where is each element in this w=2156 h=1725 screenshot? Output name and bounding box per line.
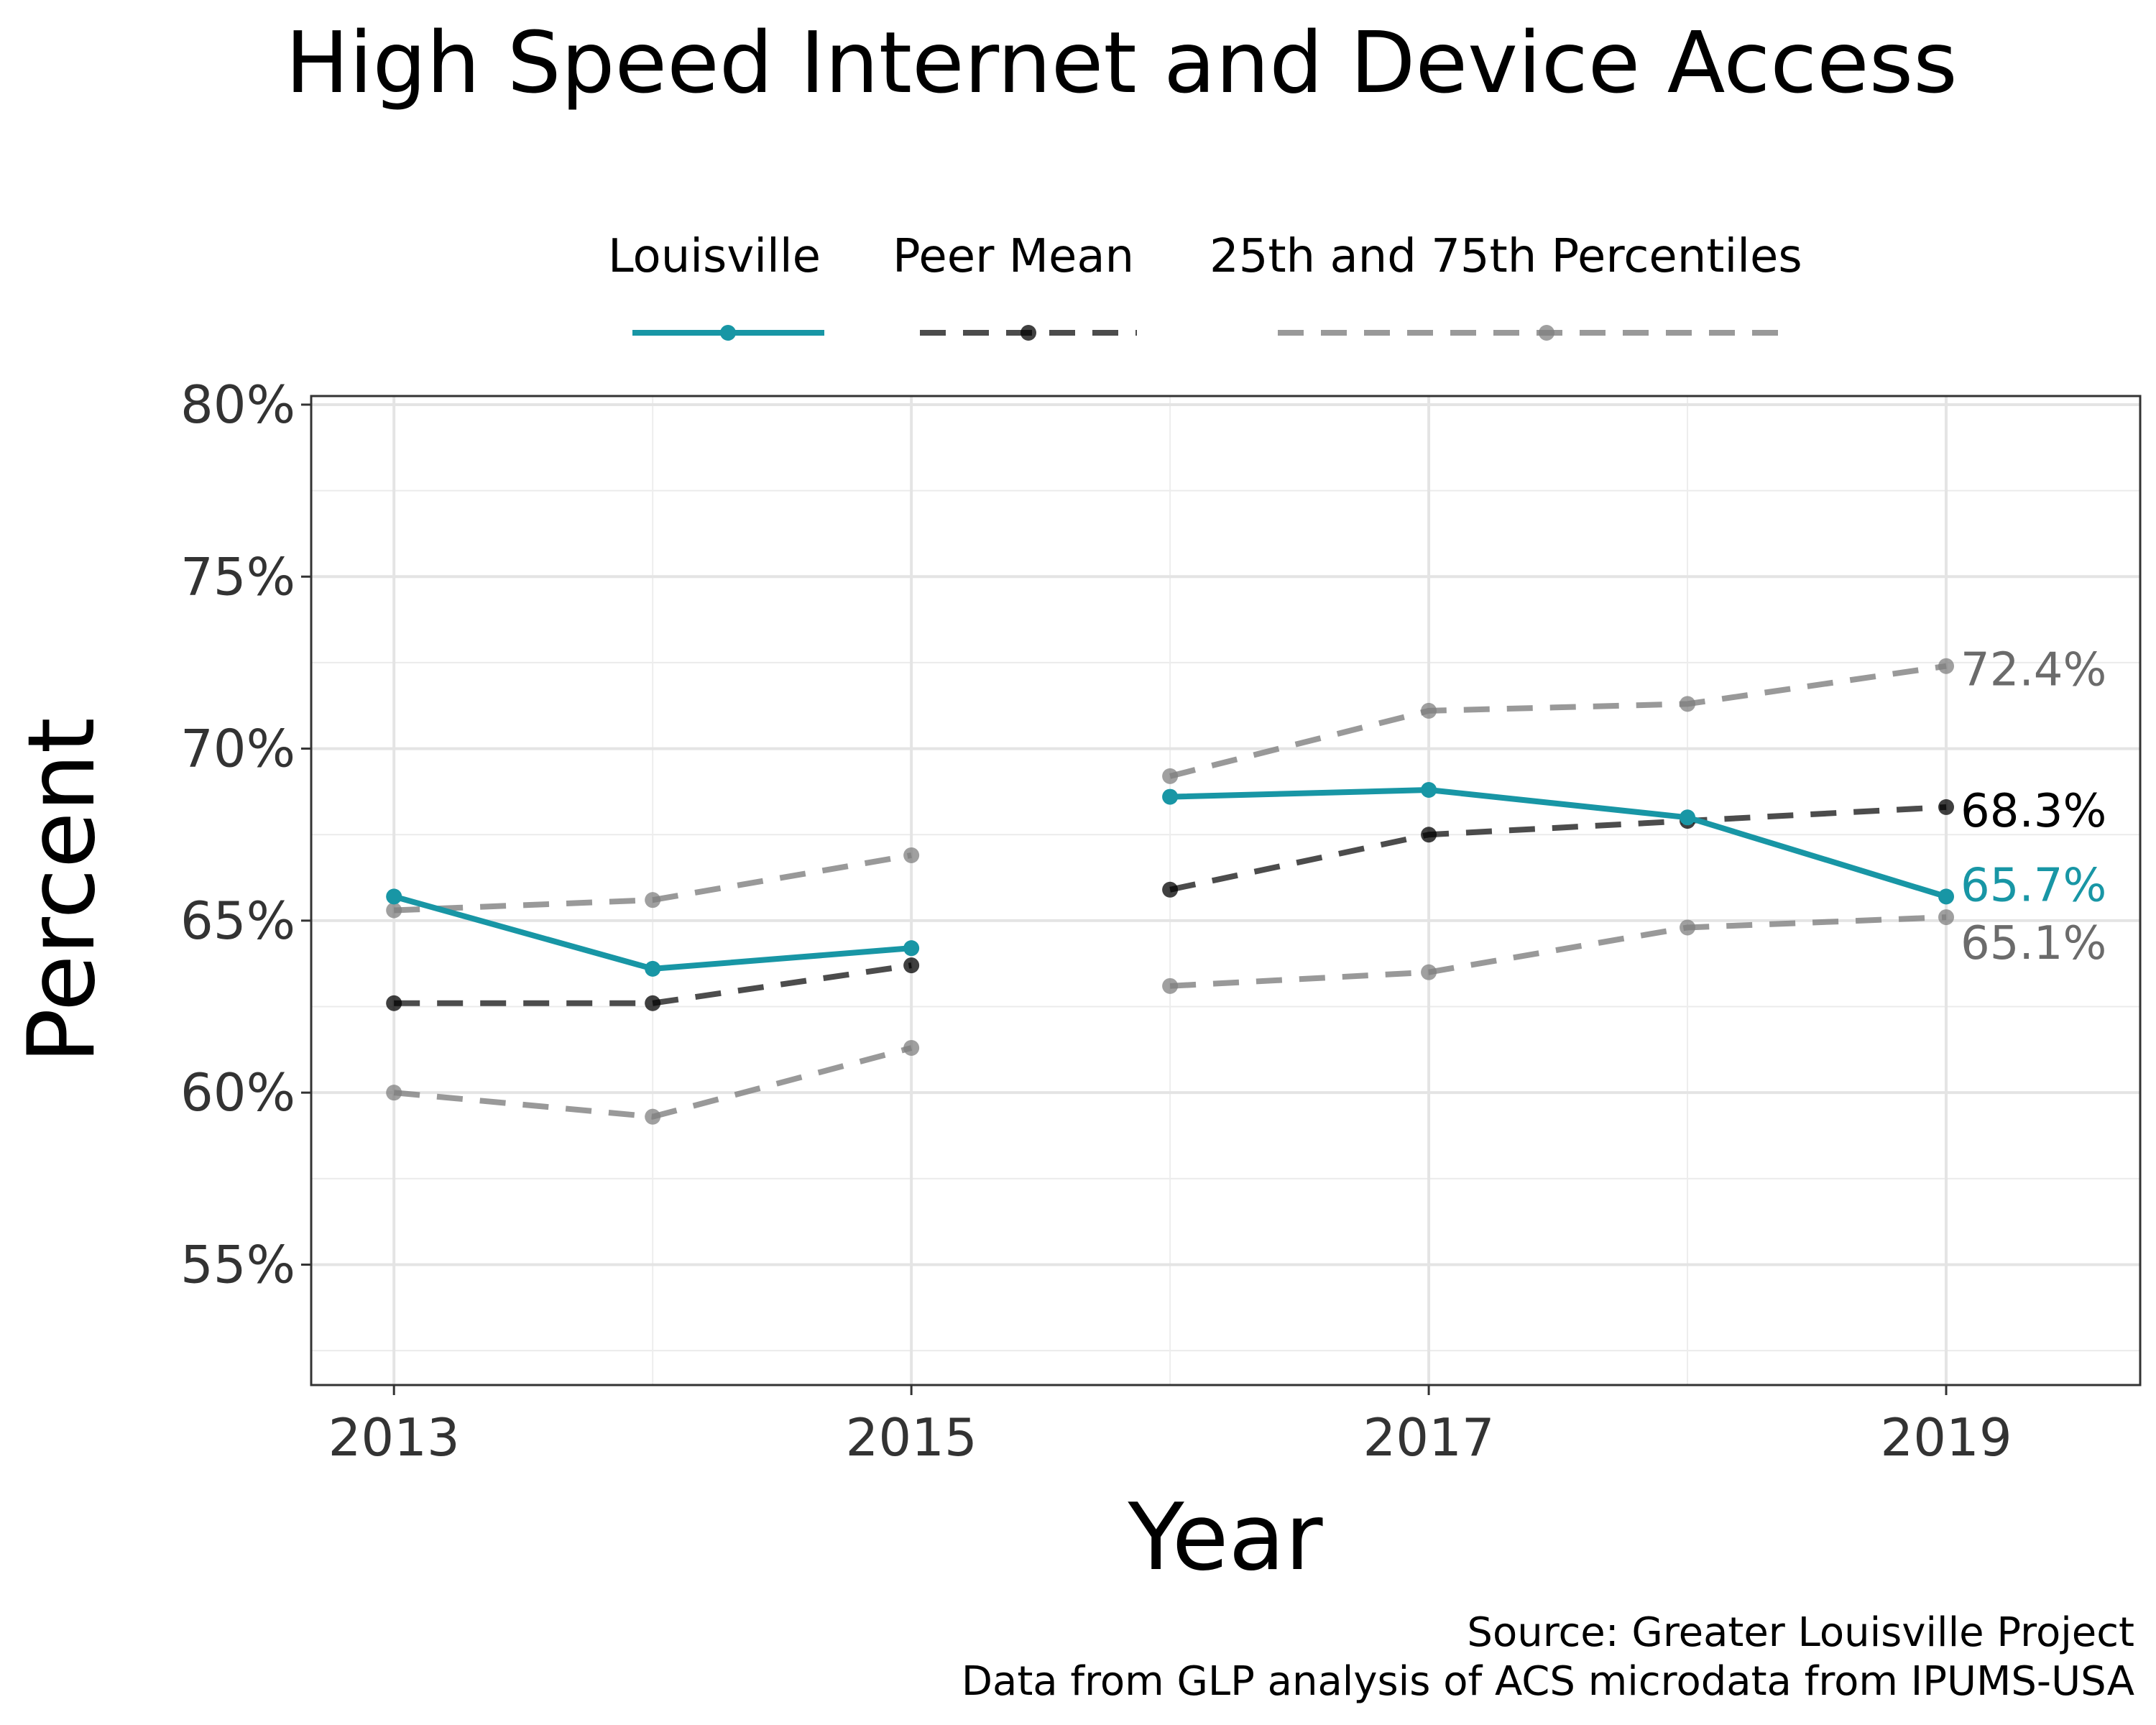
y-tick-label: 80% xyxy=(180,374,295,435)
end-label: 72.4% xyxy=(1961,644,2106,697)
series-line-peer-mean xyxy=(1169,804,1947,893)
point-peer-mean xyxy=(1162,881,1179,898)
x-tick-label: 2015 xyxy=(846,1407,977,1468)
legend-key-point-louisville xyxy=(720,325,736,341)
point-75th-percentile xyxy=(1162,768,1179,784)
point-peer-mean xyxy=(645,995,661,1011)
point-75th-percentile xyxy=(645,892,661,908)
point-louisville xyxy=(1421,782,1437,799)
point-louisville xyxy=(645,960,661,977)
point-75th-percentile xyxy=(386,902,402,919)
y-tick-label: 55% xyxy=(180,1234,295,1294)
point-25th-percentile xyxy=(645,1108,661,1125)
point-louisville xyxy=(1938,888,1955,905)
series-layer xyxy=(386,658,1955,1125)
legend-label-peer-mean: Peer Mean xyxy=(893,230,1134,283)
series-line-75th-percentile xyxy=(1169,663,1947,779)
legend-key-point-peer-mean xyxy=(1021,325,1036,341)
y-axis-title: Percent xyxy=(9,717,116,1064)
legend-label-louisville: Louisville xyxy=(608,230,821,283)
end-label: 65.7% xyxy=(1961,859,2106,912)
chart-title: High Speed Internet and Device Access xyxy=(285,13,1958,112)
legend-label-percentiles: 25th and 75th Percentiles xyxy=(1210,230,1802,283)
point-louisville xyxy=(1162,788,1179,805)
point-75th-percentile xyxy=(1421,702,1437,719)
y-tick-label: 70% xyxy=(180,719,295,779)
series-line-25th-percentile xyxy=(1169,914,1947,989)
point-peer-mean xyxy=(1938,799,1955,815)
point-louisville xyxy=(386,888,402,905)
point-25th-percentile xyxy=(1680,919,1696,936)
point-25th-percentile xyxy=(1162,978,1179,994)
point-25th-percentile xyxy=(1421,964,1437,980)
x-tick-label: 2019 xyxy=(1880,1407,2012,1468)
point-25th-percentile xyxy=(903,1039,920,1056)
y-tick-label: 75% xyxy=(180,546,295,607)
end-label: 68.3% xyxy=(1961,785,2106,838)
point-75th-percentile xyxy=(903,847,920,863)
point-75th-percentile xyxy=(1938,658,1955,674)
y-tick-label: 60% xyxy=(180,1062,295,1123)
x-tick-label: 2013 xyxy=(328,1407,460,1468)
point-25th-percentile xyxy=(386,1085,402,1101)
x-axis-title: Year xyxy=(1128,1484,1323,1591)
point-25th-percentile xyxy=(1938,909,1955,926)
point-louisville xyxy=(1680,809,1696,826)
source-line-2: Data from GLP analysis of ACS microdata … xyxy=(962,1658,2134,1705)
series-line-louisville xyxy=(1169,787,1948,900)
end-labels: 72.4% 68.3% 65.7%65.1% xyxy=(1961,644,2106,970)
y-tick-label: 65% xyxy=(180,891,295,951)
end-label: 65.1% xyxy=(1961,917,2106,970)
gridlines xyxy=(311,396,2140,1385)
point-peer-mean xyxy=(386,995,402,1011)
point-75th-percentile xyxy=(1680,696,1696,712)
series-line-peer-mean xyxy=(394,962,912,1006)
axis-ticks: 55% 60% 65% 70% 75% 80% 2013 2015 2017 2019 xyxy=(180,374,2012,1468)
source-line-1: Source: Greater Louisville Project xyxy=(1467,1609,2134,1656)
legend: Louisville Peer Mean 25th and 75th Perce… xyxy=(608,230,1802,341)
x-tick-label: 2017 xyxy=(1363,1407,1494,1468)
plot-panel xyxy=(310,395,2142,1386)
point-peer-mean xyxy=(1421,827,1437,843)
point-louisville xyxy=(903,940,920,957)
point-peer-mean xyxy=(903,957,920,974)
legend-key-point-percentiles xyxy=(1539,325,1554,341)
